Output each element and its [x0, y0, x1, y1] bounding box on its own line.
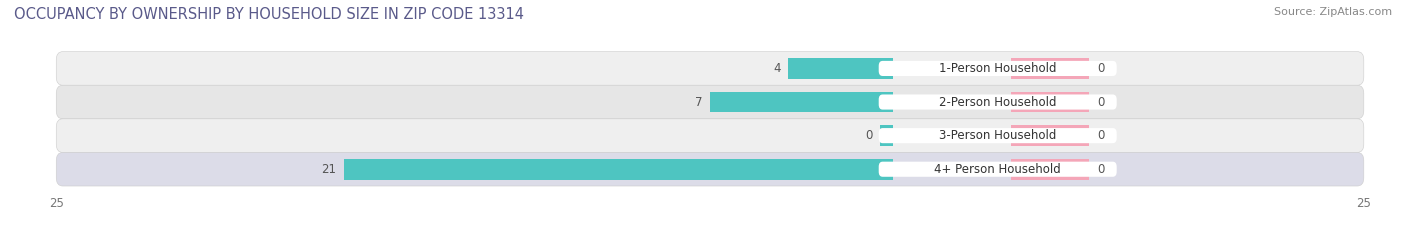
FancyBboxPatch shape — [879, 162, 1116, 177]
Text: 21: 21 — [321, 163, 336, 176]
Text: Source: ZipAtlas.com: Source: ZipAtlas.com — [1274, 7, 1392, 17]
Text: 0: 0 — [1097, 96, 1105, 109]
Text: 0: 0 — [1097, 62, 1105, 75]
Text: 3-Person Household: 3-Person Household — [939, 129, 1056, 142]
Text: 2-Person Household: 2-Person Household — [939, 96, 1056, 109]
Bar — [1011, 159, 1090, 180]
Text: 7: 7 — [695, 96, 702, 109]
Bar — [789, 58, 893, 79]
Text: 0: 0 — [1097, 163, 1105, 176]
Bar — [880, 125, 893, 146]
FancyBboxPatch shape — [56, 52, 1364, 85]
Text: 4: 4 — [773, 62, 780, 75]
FancyBboxPatch shape — [56, 119, 1364, 152]
Text: 1-Person Household: 1-Person Household — [939, 62, 1056, 75]
Bar — [1011, 125, 1090, 146]
Bar — [1011, 58, 1090, 79]
FancyBboxPatch shape — [879, 128, 1116, 143]
Text: 4+ Person Household: 4+ Person Household — [935, 163, 1062, 176]
FancyBboxPatch shape — [879, 94, 1116, 110]
Text: OCCUPANCY BY OWNERSHIP BY HOUSEHOLD SIZE IN ZIP CODE 13314: OCCUPANCY BY OWNERSHIP BY HOUSEHOLD SIZE… — [14, 7, 524, 22]
Bar — [710, 92, 893, 113]
FancyBboxPatch shape — [56, 152, 1364, 186]
Text: 0: 0 — [1097, 129, 1105, 142]
FancyBboxPatch shape — [56, 85, 1364, 119]
Bar — [344, 159, 893, 180]
Text: 0: 0 — [865, 129, 872, 142]
FancyBboxPatch shape — [879, 61, 1116, 76]
Bar — [1011, 92, 1090, 113]
